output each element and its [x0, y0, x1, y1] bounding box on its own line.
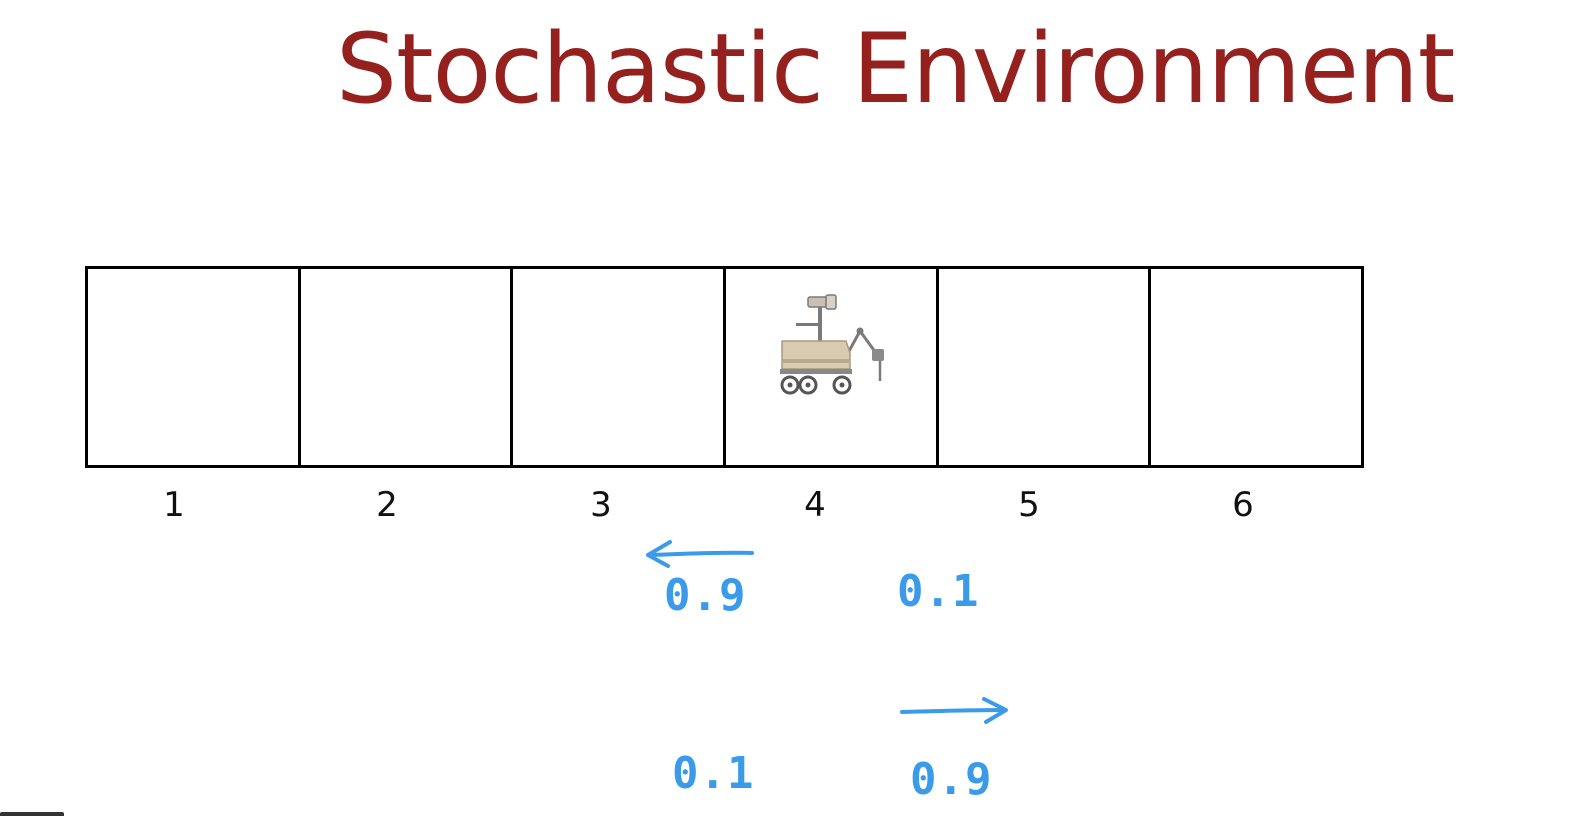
state-label-5: 5 [1018, 485, 1040, 525]
state-grid [85, 266, 1364, 468]
state-cell-5 [939, 269, 1152, 465]
state-cell-4 [726, 269, 939, 465]
right-action-opposite-prob: 0.1 [672, 748, 755, 799]
corner-mark [0, 812, 64, 816]
rover-icon [780, 294, 885, 395]
state-label-1: 1 [163, 485, 185, 525]
state-label-4: 4 [804, 485, 826, 525]
state-cell-3 [513, 269, 727, 465]
state-cell-2 [301, 269, 514, 465]
right-action-intended-prob: 0.9 [910, 754, 993, 805]
left-action-intended-prob: 0.9 [664, 570, 747, 621]
state-label-2: 2 [376, 485, 398, 525]
right-arrow-icon [900, 697, 1008, 724]
state-cell-1 [88, 269, 301, 465]
left-arrow-icon [646, 540, 754, 568]
page-title: Stochastic Environment [336, 13, 1455, 125]
state-label-6: 6 [1232, 485, 1254, 525]
left-action-opposite-prob: 0.1 [897, 566, 980, 617]
state-label-3: 3 [590, 485, 612, 525]
state-cell-6 [1151, 269, 1361, 465]
